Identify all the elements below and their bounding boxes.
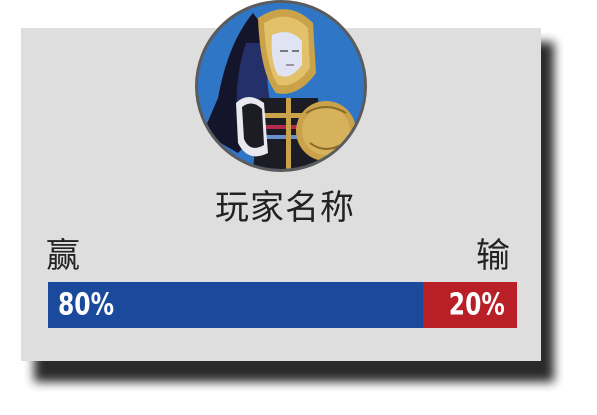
lose-percent-text: 20% <box>448 287 505 323</box>
lose-ratio-segment: 20% <box>423 282 517 328</box>
win-percent-text: 80% <box>58 287 115 323</box>
queen-card-avatar-icon <box>198 3 364 169</box>
win-ratio-segment: 80% <box>48 282 424 328</box>
player-avatar[interactable] <box>195 0 367 172</box>
lose-label: 输 <box>476 236 510 276</box>
player-name: 玩家名称 <box>215 188 355 228</box>
win-loss-ratio-bar: 80% 20% <box>48 282 517 328</box>
win-label: 赢 <box>46 236 80 276</box>
